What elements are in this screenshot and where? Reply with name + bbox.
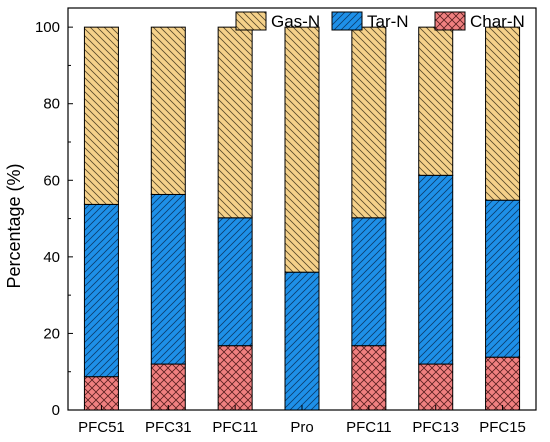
x-tick-label: PFC11 <box>346 419 392 436</box>
y-tick-label: 100 <box>35 19 60 36</box>
y-axis-label: Percentage (%) <box>4 163 24 288</box>
legend-swatch-gas-n <box>235 11 267 31</box>
legend-label-tar-n: Tar-N <box>367 12 409 31</box>
legend-swatch-tar-n <box>331 11 363 31</box>
bar-gas-n <box>485 26 521 201</box>
y-tick-label: 80 <box>43 96 60 113</box>
bar-gas-n <box>150 26 186 195</box>
bars <box>83 26 521 411</box>
y-tick-label: 60 <box>43 172 60 189</box>
legend-swatch-char-n <box>434 11 466 31</box>
bar-char-n <box>418 363 454 411</box>
legend: Gas-N Tar-N Char-N <box>235 11 525 31</box>
bar-tar-n <box>418 174 454 365</box>
bar-tar-n <box>284 271 320 411</box>
bar-tar-n <box>217 217 253 347</box>
bar-char-n <box>150 363 186 411</box>
bar-gas-n <box>284 26 320 273</box>
y-tick-label: 40 <box>43 249 60 266</box>
y-tick-labels: 0 20 40 60 80 100 <box>35 19 73 419</box>
bar-tar-n <box>150 193 186 365</box>
bar-gas-n <box>217 26 253 219</box>
x-tick-label: Pro <box>290 419 313 436</box>
x-tick-label: PFC51 <box>78 419 125 436</box>
bar-gas-n <box>418 26 454 176</box>
bar-char-n <box>351 345 387 411</box>
x-tick-label: PFC13 <box>412 419 459 436</box>
bar-gas-n <box>351 26 387 219</box>
x-tick-label: PFC15 <box>479 419 526 436</box>
bar-char-n <box>217 345 253 411</box>
legend-label-char-n: Char-N <box>470 12 525 31</box>
x-tick-label: PFC11 <box>212 419 258 436</box>
bar-gas-n <box>83 26 119 205</box>
bar-tar-n <box>83 203 119 378</box>
bar-tar-n <box>351 217 387 347</box>
x-tick-label: PFC31 <box>145 419 192 436</box>
legend-label-gas-n: Gas-N <box>271 12 320 31</box>
bar-char-n <box>485 356 521 411</box>
y-tick-label: 20 <box>43 325 60 342</box>
y-tick-label: 0 <box>52 402 60 419</box>
x-tick-labels: PFC51 PFC31 PFC11 Pro PFC11 PFC13 PFC15 <box>78 405 526 436</box>
bar-tar-n <box>485 199 521 358</box>
